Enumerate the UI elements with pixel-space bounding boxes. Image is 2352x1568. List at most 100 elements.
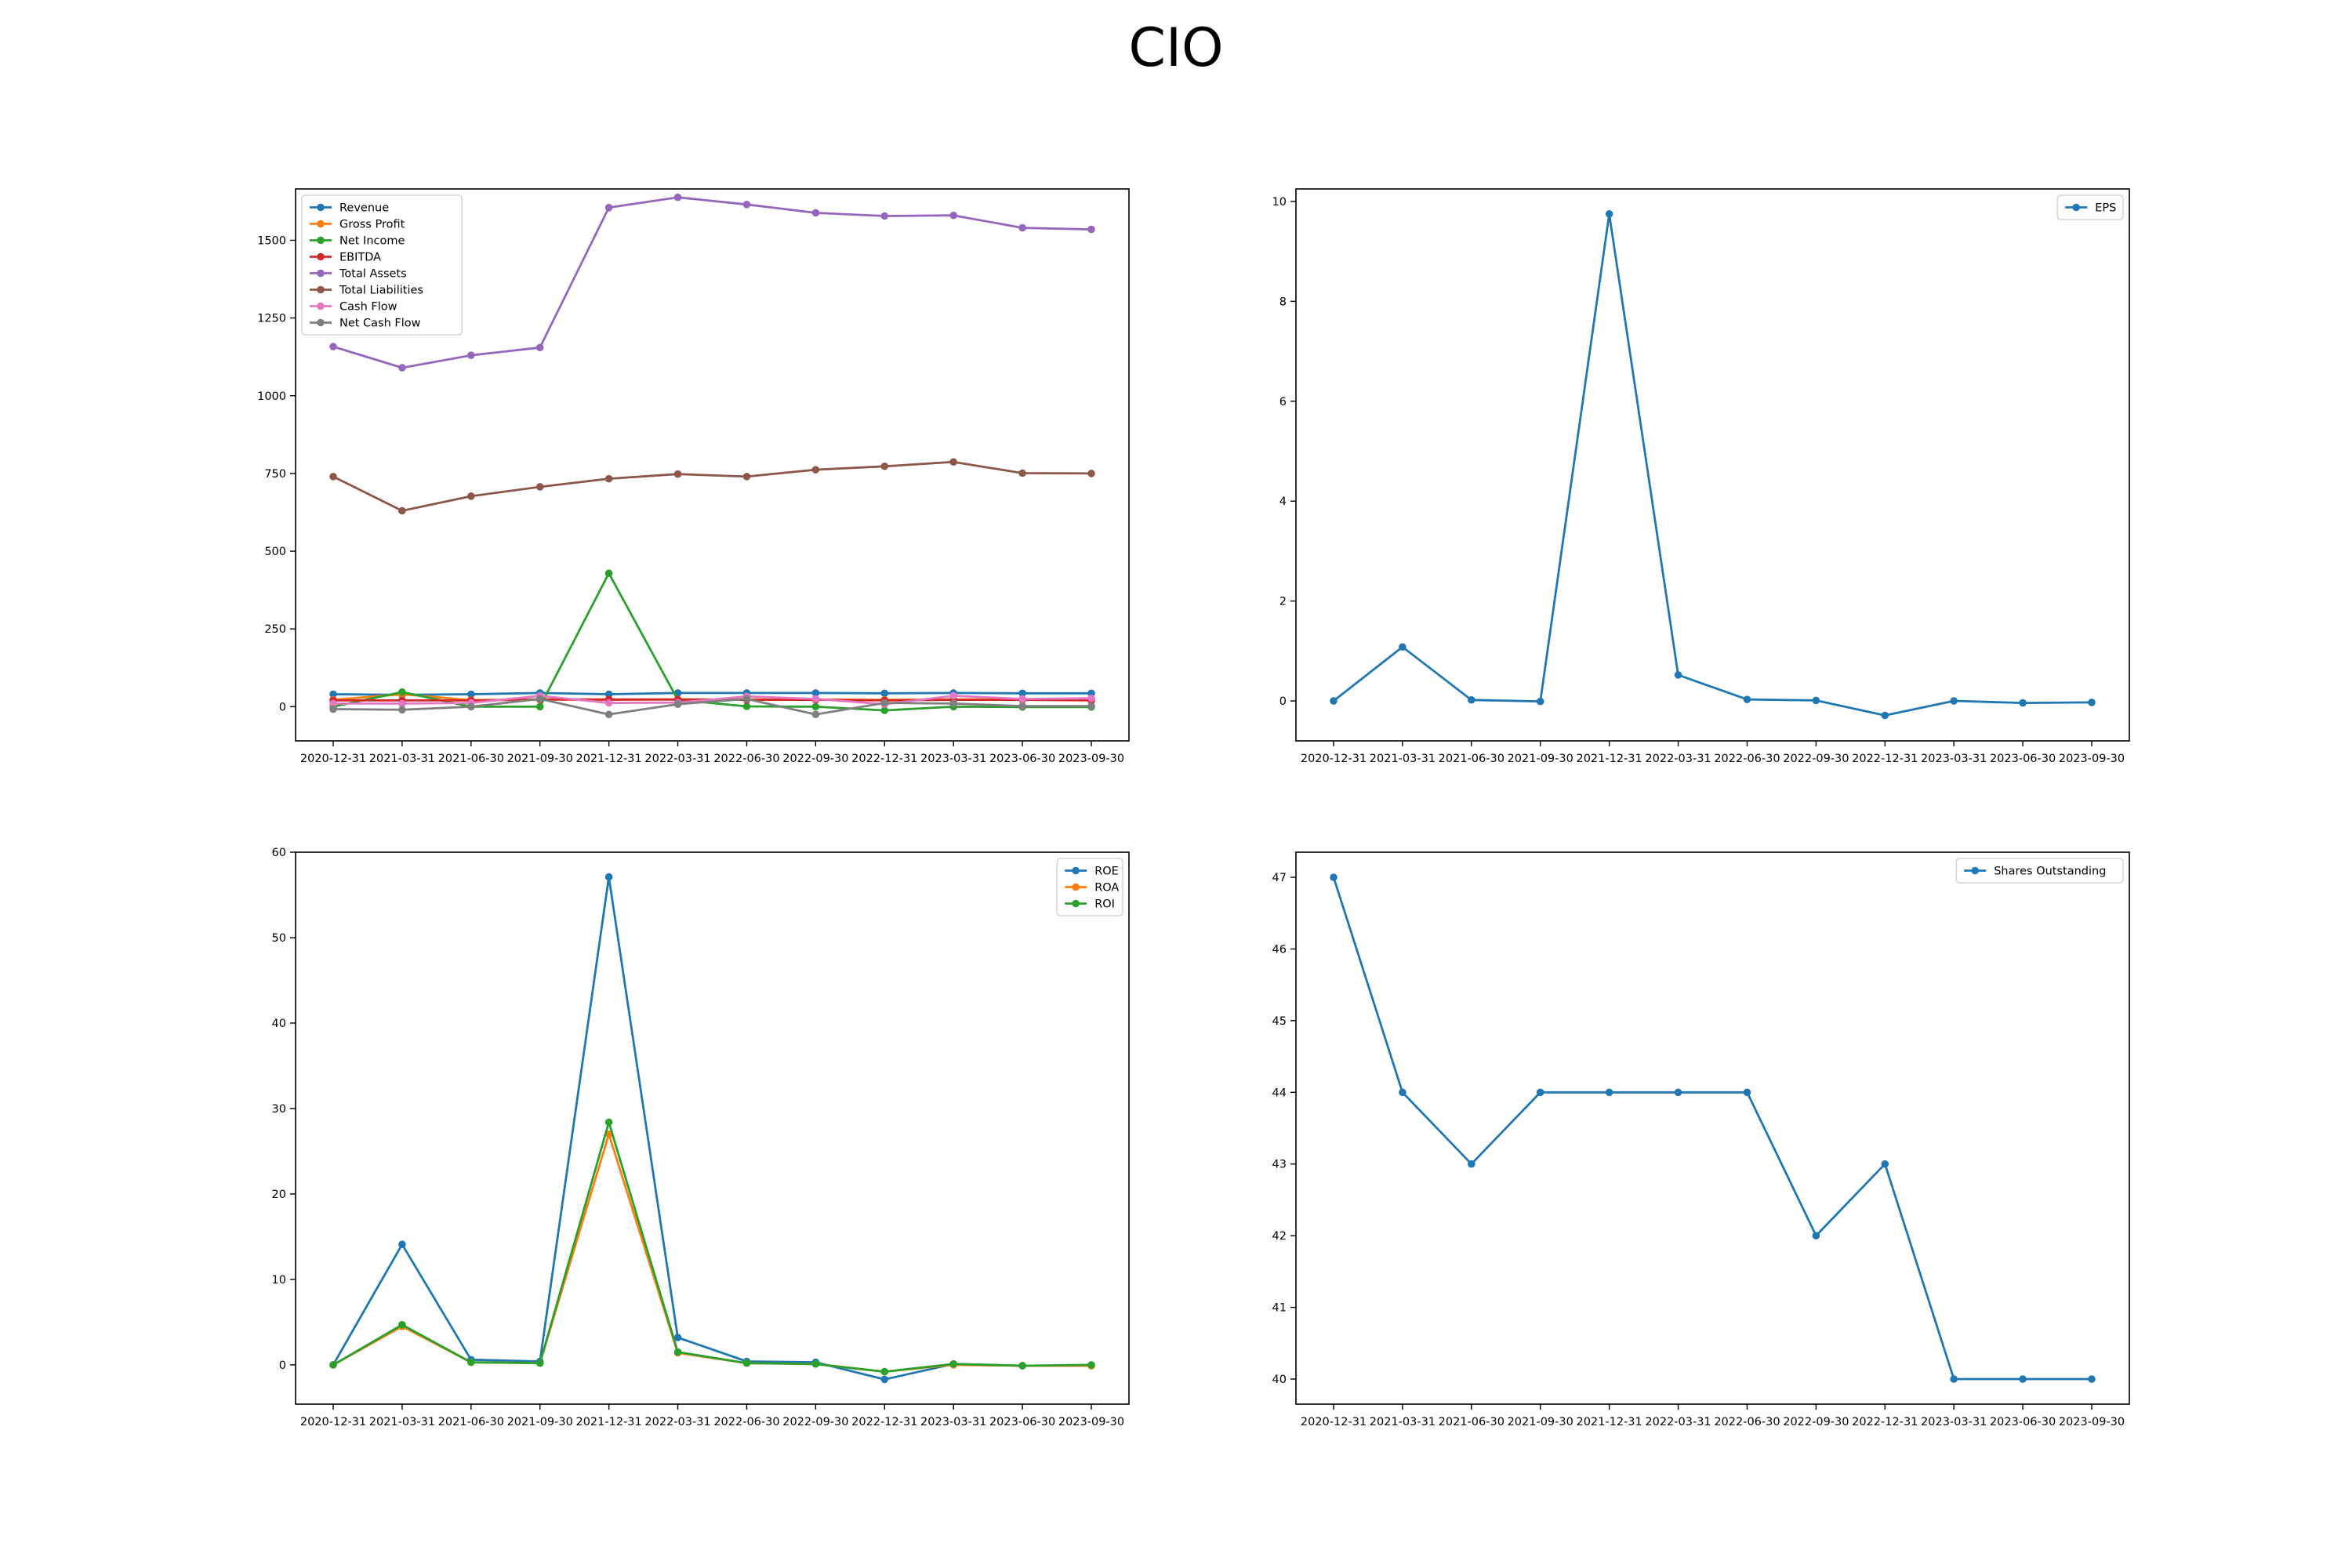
data-point-eps: [2019, 699, 2027, 707]
data-point-cash-flow: [811, 695, 820, 703]
x-tick-label: 2022-06-30: [713, 753, 779, 765]
data-point-eps: [1743, 695, 1751, 703]
x-tick-label: 2021-12-31: [575, 753, 641, 765]
x-tick-label: 2021-03-31: [369, 1416, 435, 1428]
y-tick-label: 0: [1279, 695, 1287, 708]
y-tick-label: 1000: [257, 390, 286, 403]
legend-marker-eps: [2072, 203, 2080, 212]
data-point-roi: [673, 1348, 682, 1356]
x-tick-label: 2021-06-30: [1439, 753, 1504, 765]
data-point-net-cash-flow: [398, 706, 406, 714]
y-tick-label: 0: [279, 1359, 286, 1372]
data-point-total-liabilities: [535, 483, 544, 491]
data-point-roi: [398, 1320, 406, 1329]
data-point-cash-flow: [604, 699, 613, 707]
series-line-shares-outstanding: [1332, 877, 2092, 1381]
data-point-roe: [398, 1240, 406, 1249]
data-point-total-liabilities: [398, 506, 406, 515]
x-tick-label: 2021-06-30: [438, 753, 504, 765]
data-point-eps: [1468, 695, 1475, 704]
x-tick-label: 2022-03-31: [644, 1416, 710, 1428]
data-point-total-assets: [535, 343, 544, 352]
data-point-net-cash-flow: [535, 695, 544, 703]
data-point-total-liabilities: [742, 473, 751, 481]
data-point-eps: [2088, 699, 2096, 706]
y-tick-label: 47: [1272, 872, 1287, 884]
legend-marker-net-income: [317, 236, 325, 245]
series-total-liabilities: [329, 458, 1095, 515]
y-tick-label: 50: [272, 932, 286, 945]
data-point-total-liabilities: [1018, 469, 1026, 477]
data-point-revenue: [880, 689, 889, 698]
x-tick-label: 2021-03-31: [1370, 753, 1436, 765]
legend-frame: [1955, 858, 2124, 884]
data-point-total-liabilities: [811, 466, 820, 474]
data-point-net-income: [398, 688, 406, 696]
data-point-roe: [673, 1334, 682, 1341]
series-line-roa: [332, 1133, 1091, 1373]
series-total-assets: [329, 193, 1095, 372]
y-tick-label: 20: [272, 1189, 286, 1201]
legend-marker-shares-outstanding: [1971, 866, 1979, 875]
data-point-net-cash-flow: [329, 705, 337, 713]
y-tick-label: 30: [272, 1103, 286, 1116]
series-line-total-assets: [332, 196, 1092, 369]
x-tick-label: 2020-12-31: [1301, 1416, 1367, 1428]
data-point-net-cash-flow: [811, 710, 820, 719]
legend-label-cash-flow: Cash Flow: [339, 301, 397, 314]
data-point-total-liabilities: [329, 473, 337, 481]
y-tick-label: 10: [272, 1274, 286, 1287]
y-tick-label: 40: [1272, 1374, 1287, 1386]
data-point-roi: [467, 1358, 475, 1367]
data-point-roi: [742, 1359, 751, 1367]
data-point-shares-outstanding: [1536, 1088, 1544, 1097]
x-tick-label: 2023-03-31: [1921, 1416, 1987, 1428]
legend-marker-roa: [1072, 883, 1080, 891]
data-point-cash-flow: [1018, 695, 1026, 703]
x-tick-label: 2020-12-31: [1301, 753, 1367, 765]
legend-marker-total-assets: [317, 269, 325, 278]
data-point-eps: [1812, 696, 1820, 705]
data-point-total-assets: [1018, 223, 1026, 232]
data-point-net-cash-flow: [742, 695, 751, 703]
data-point-roi: [604, 1118, 613, 1127]
legend-marker-roe: [1072, 866, 1080, 875]
subplot-eps: 2020-12-31 2021-03-31 2021-06-30 2021-09-30…: [1272, 188, 2130, 765]
x-tick-label: 2023-03-31: [920, 1416, 986, 1428]
legend: Shares Outstanding: [1955, 858, 2124, 884]
series-net-cash-flow: [329, 695, 1095, 719]
data-point-eps: [1950, 697, 1958, 705]
series-line-total-liabilities: [332, 460, 1092, 512]
legend-marker-net-cash-flow: [317, 318, 325, 327]
y-tick-label: 10: [1272, 196, 1287, 209]
data-point-shares-outstanding: [2019, 1375, 2027, 1383]
series-line-revenue: [332, 691, 1091, 696]
y-tick-label: 43: [1272, 1159, 1287, 1171]
x-tick-label: 2022-09-30: [782, 753, 848, 765]
data-point-total-assets: [1087, 225, 1095, 234]
data-point-revenue: [604, 690, 613, 699]
data-point-cash-flow: [329, 699, 337, 708]
legend-frame: [2056, 194, 2124, 220]
x-tick-label: 2023-06-30: [989, 1416, 1055, 1428]
x-tick-label: 2023-06-30: [989, 753, 1055, 765]
y-tick-label: 60: [272, 847, 286, 859]
legend-marker-ebitda: [317, 252, 325, 261]
y-tick-label: 750: [264, 468, 286, 481]
plot-area-frame: [295, 188, 1130, 742]
data-point-roi: [535, 1359, 544, 1367]
legend-marker-revenue: [317, 203, 325, 212]
x-tick-label: 2023-09-30: [1058, 1416, 1124, 1428]
data-point-roe: [880, 1375, 889, 1384]
legend: ROE ROA ROI: [1056, 858, 1123, 916]
data-point-net-cash-flow: [467, 702, 475, 711]
x-tick-label: 2022-12-31: [851, 1416, 917, 1428]
legend: EPS: [2056, 194, 2124, 220]
subplot-returns: 2020-12-31 2021-03-31 2021-06-30 2021-09-30…: [272, 847, 1130, 1428]
data-point-eps: [1399, 643, 1406, 652]
y-tick-label: 42: [1272, 1230, 1287, 1243]
data-point-shares-outstanding: [1950, 1375, 1958, 1383]
legend-label-net-income: Net Income: [339, 235, 405, 248]
y-tick-label: 1250: [257, 313, 286, 325]
data-point-total-assets: [604, 203, 613, 212]
